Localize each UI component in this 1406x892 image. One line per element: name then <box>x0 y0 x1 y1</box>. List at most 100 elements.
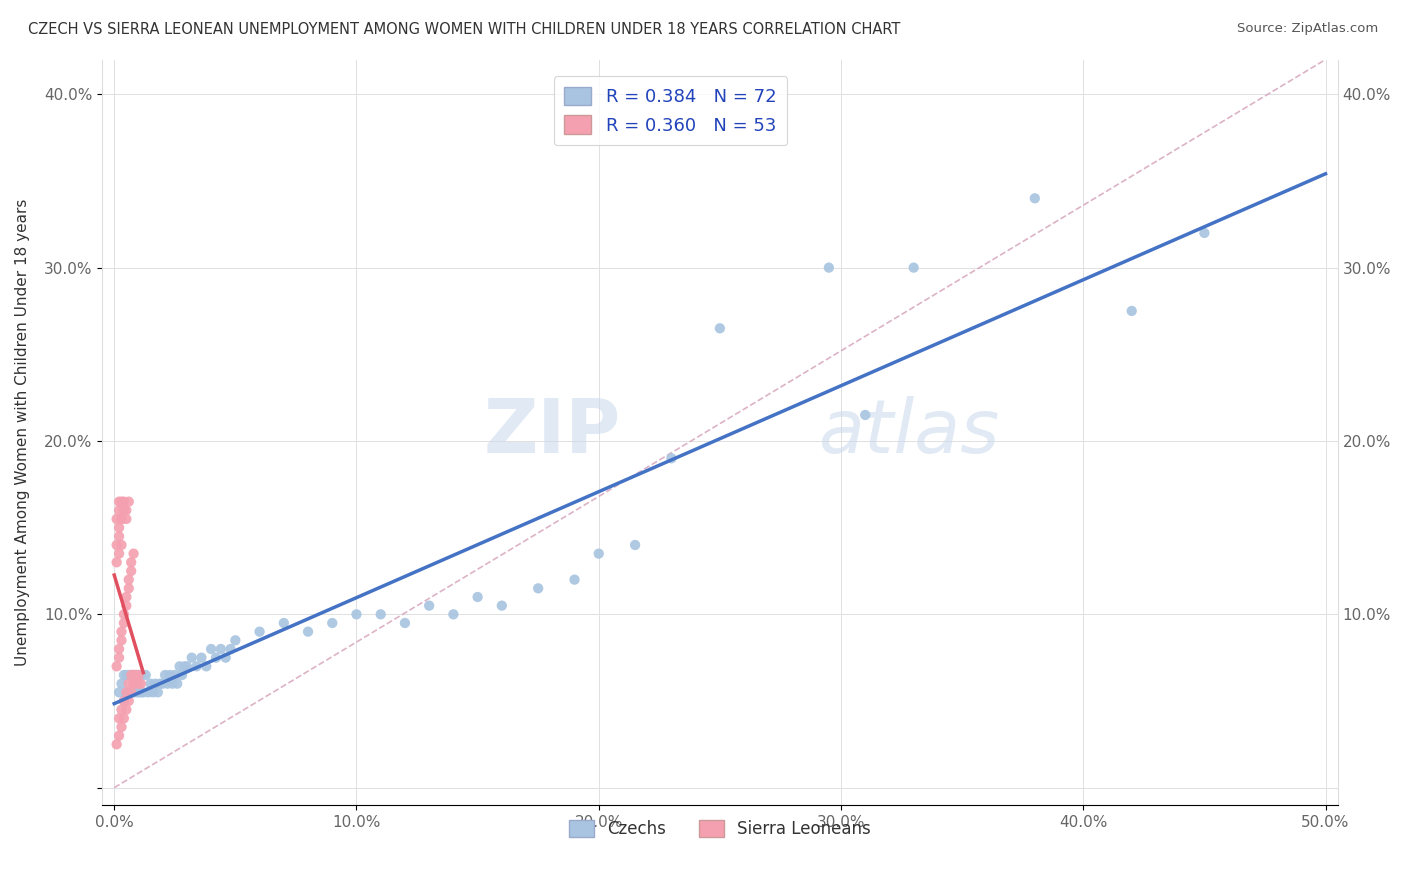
Point <box>146 685 169 699</box>
Text: CZECH VS SIERRA LEONEAN UNEMPLOYMENT AMONG WOMEN WITH CHILDREN UNDER 18 YEARS CO: CZECH VS SIERRA LEONEAN UNEMPLOYMENT AMO… <box>28 22 900 37</box>
Point <box>903 260 925 275</box>
Point <box>129 676 152 690</box>
Point <box>127 668 149 682</box>
Point <box>162 676 184 690</box>
Point <box>115 599 138 613</box>
Point <box>624 538 647 552</box>
Point <box>163 668 186 682</box>
Point <box>120 555 142 569</box>
Point <box>110 494 132 508</box>
Point <box>108 529 131 543</box>
Point <box>180 650 202 665</box>
Point <box>112 615 135 630</box>
Point <box>129 668 152 682</box>
Point <box>156 676 179 690</box>
Point <box>588 547 610 561</box>
Point <box>120 668 142 682</box>
Point <box>209 642 232 657</box>
Point <box>249 624 271 639</box>
Point <box>186 659 208 673</box>
Point <box>127 685 149 699</box>
Point <box>105 555 128 569</box>
Point <box>142 685 165 699</box>
Point <box>661 451 683 466</box>
Point <box>118 685 141 699</box>
Point <box>709 321 731 335</box>
Point <box>170 668 193 682</box>
Point <box>176 659 198 673</box>
Point <box>441 607 464 622</box>
Point <box>564 573 586 587</box>
Point <box>112 668 135 682</box>
Point <box>115 590 138 604</box>
Point <box>120 685 142 699</box>
Point <box>112 694 135 708</box>
Point <box>122 547 145 561</box>
Point <box>370 607 392 622</box>
Point <box>115 703 138 717</box>
Point <box>139 676 162 690</box>
Point <box>108 729 131 743</box>
Point <box>1121 304 1143 318</box>
Point <box>108 711 131 725</box>
Point <box>219 642 242 657</box>
Text: atlas: atlas <box>818 396 1000 468</box>
Point <box>122 668 145 682</box>
Point <box>105 512 128 526</box>
Point <box>394 615 416 630</box>
Point <box>115 668 138 682</box>
Point <box>118 694 141 708</box>
Text: ZIP: ZIP <box>484 396 621 469</box>
Point <box>115 685 138 699</box>
Point <box>110 512 132 526</box>
Point <box>118 573 141 587</box>
Point <box>105 659 128 673</box>
Point <box>346 607 368 622</box>
Point <box>108 642 131 657</box>
Point <box>108 503 131 517</box>
Point <box>122 685 145 699</box>
Point <box>110 703 132 717</box>
Point <box>115 685 138 699</box>
Point <box>110 676 132 690</box>
Point <box>110 512 132 526</box>
Point <box>125 685 148 699</box>
Point <box>127 668 149 682</box>
Point <box>135 668 157 682</box>
Point <box>115 512 138 526</box>
Point <box>205 650 228 665</box>
Point <box>853 408 876 422</box>
Point <box>418 599 440 613</box>
Point <box>145 676 167 690</box>
Point <box>190 650 212 665</box>
Point <box>149 676 172 690</box>
Point <box>491 599 513 613</box>
Point <box>321 615 343 630</box>
Point <box>112 711 135 725</box>
Point <box>166 676 188 690</box>
Point <box>467 590 489 604</box>
Point <box>1194 226 1216 240</box>
Point <box>120 668 142 682</box>
Point <box>125 668 148 682</box>
Point <box>527 582 550 596</box>
Point <box>110 624 132 639</box>
Point <box>152 676 174 690</box>
Legend: Czechs, Sierra Leoneans: Czechs, Sierra Leoneans <box>562 814 877 845</box>
Point <box>110 633 132 648</box>
Point <box>169 659 191 673</box>
Point <box>112 503 135 517</box>
Point <box>108 521 131 535</box>
Point <box>120 564 142 578</box>
Point <box>112 503 135 517</box>
Point <box>125 668 148 682</box>
Point <box>115 503 138 517</box>
Point <box>112 694 135 708</box>
Point <box>129 685 152 699</box>
Point <box>159 668 181 682</box>
Text: Source: ZipAtlas.com: Source: ZipAtlas.com <box>1237 22 1378 36</box>
Point <box>118 668 141 682</box>
Point <box>215 650 238 665</box>
Point <box>273 615 295 630</box>
Point <box>118 494 141 508</box>
